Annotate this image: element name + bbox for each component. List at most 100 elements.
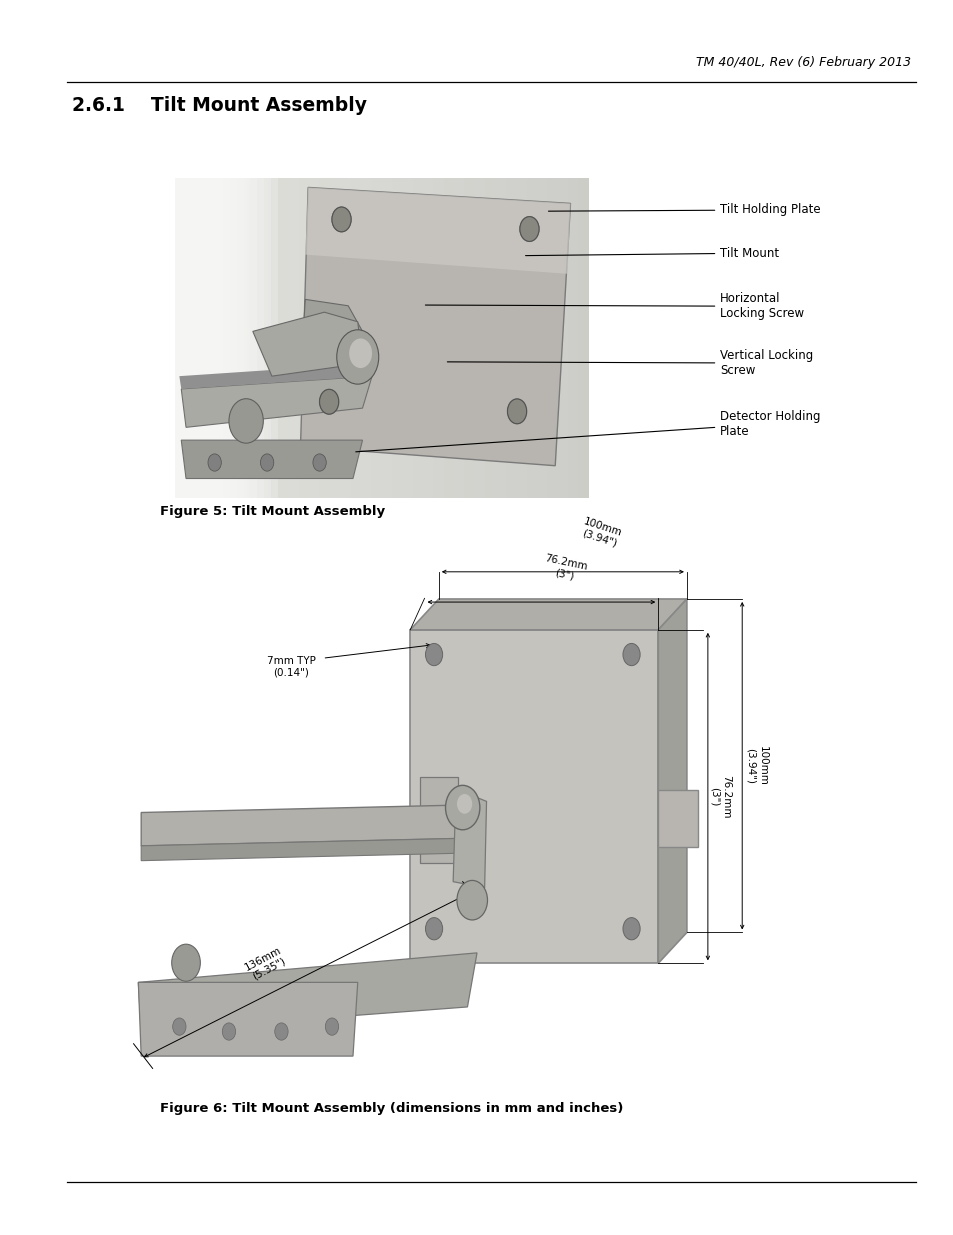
Bar <box>174 178 188 498</box>
Bar <box>288 178 298 498</box>
Polygon shape <box>453 789 486 888</box>
Polygon shape <box>419 777 457 863</box>
Bar <box>174 178 271 498</box>
Bar <box>268 178 278 498</box>
Bar <box>454 178 464 498</box>
Bar <box>330 178 340 498</box>
Circle shape <box>507 399 526 424</box>
Circle shape <box>332 207 351 232</box>
Circle shape <box>445 785 479 830</box>
Bar <box>174 178 230 498</box>
Bar <box>257 178 268 498</box>
Circle shape <box>274 1023 288 1040</box>
Bar <box>371 178 381 498</box>
Circle shape <box>336 330 378 384</box>
Bar <box>402 178 413 498</box>
Bar <box>174 178 264 498</box>
Bar <box>174 178 251 498</box>
Polygon shape <box>300 188 570 466</box>
Polygon shape <box>658 790 698 847</box>
Polygon shape <box>138 953 476 1031</box>
Circle shape <box>229 399 263 443</box>
Circle shape <box>622 918 639 940</box>
Circle shape <box>172 945 200 982</box>
Bar <box>206 178 215 498</box>
Text: Tilt Holding Plate: Tilt Holding Plate <box>548 204 820 216</box>
Bar <box>495 178 505 498</box>
Text: Detector Holding
Plate: Detector Holding Plate <box>355 410 820 452</box>
Circle shape <box>313 454 326 472</box>
Polygon shape <box>141 839 457 861</box>
Bar <box>174 178 195 498</box>
Bar <box>174 178 215 498</box>
Bar <box>226 178 236 498</box>
Text: TM 40/40L, Rev (6) February 2013: TM 40/40L, Rev (6) February 2013 <box>696 56 910 69</box>
Bar <box>433 178 443 498</box>
Text: Figure 6: Tilt Mount Assembly (dimensions in mm and inches): Figure 6: Tilt Mount Assembly (dimension… <box>160 1102 623 1115</box>
Text: Tilt Mount: Tilt Mount <box>525 247 779 259</box>
Bar <box>516 178 526 498</box>
Text: 7mm TYP
(0.14"): 7mm TYP (0.14") <box>266 656 315 678</box>
Text: 100mm
(3.94"): 100mm (3.94") <box>745 746 766 785</box>
Circle shape <box>456 881 487 920</box>
Bar <box>174 178 181 498</box>
Bar <box>174 178 257 498</box>
Bar <box>215 178 226 498</box>
Circle shape <box>425 643 442 666</box>
Text: 76.2mm
(3"): 76.2mm (3") <box>541 553 588 584</box>
Bar <box>547 178 557 498</box>
Polygon shape <box>138 982 357 1056</box>
Bar <box>381 178 392 498</box>
Text: Figure 5: Tilt Mount Assembly: Figure 5: Tilt Mount Assembly <box>160 505 385 519</box>
Bar <box>413 178 422 498</box>
Circle shape <box>519 216 538 241</box>
Polygon shape <box>410 599 686 630</box>
Bar <box>195 178 206 498</box>
Polygon shape <box>410 630 658 963</box>
Bar <box>360 178 371 498</box>
Text: Vertical Locking
Screw: Vertical Locking Screw <box>447 350 813 377</box>
Bar <box>422 178 433 498</box>
Bar <box>309 178 319 498</box>
Bar <box>174 178 243 498</box>
Text: Horizontal
Locking Screw: Horizontal Locking Screw <box>425 293 803 320</box>
Bar <box>174 178 236 498</box>
Bar <box>392 178 402 498</box>
Bar <box>567 178 578 498</box>
Bar <box>298 178 309 498</box>
Bar <box>278 178 288 498</box>
Bar <box>174 178 185 498</box>
Bar <box>443 178 454 498</box>
Circle shape <box>260 454 274 472</box>
Circle shape <box>319 389 338 414</box>
Circle shape <box>425 918 442 940</box>
Polygon shape <box>181 377 372 427</box>
Polygon shape <box>179 363 372 389</box>
Bar <box>174 178 202 498</box>
Circle shape <box>519 216 538 241</box>
Text: 136mm
(5.35"): 136mm (5.35") <box>243 945 289 983</box>
Text: 76.2mm
(3"): 76.2mm (3") <box>709 774 730 819</box>
Bar <box>185 178 195 498</box>
Circle shape <box>319 389 338 414</box>
Bar <box>174 178 223 498</box>
Circle shape <box>456 794 472 814</box>
Bar <box>557 178 567 498</box>
Circle shape <box>222 1023 235 1040</box>
Polygon shape <box>253 312 362 377</box>
Circle shape <box>332 207 351 232</box>
Polygon shape <box>181 440 362 478</box>
Bar <box>319 178 330 498</box>
Polygon shape <box>658 599 686 963</box>
Bar <box>236 178 247 498</box>
Bar <box>340 178 350 498</box>
Circle shape <box>349 338 372 368</box>
Polygon shape <box>141 805 457 846</box>
Circle shape <box>172 1018 186 1035</box>
Bar <box>475 178 484 498</box>
Bar <box>174 178 209 498</box>
Bar <box>578 178 588 498</box>
Bar <box>526 178 537 498</box>
Polygon shape <box>300 299 362 385</box>
Circle shape <box>208 454 221 472</box>
